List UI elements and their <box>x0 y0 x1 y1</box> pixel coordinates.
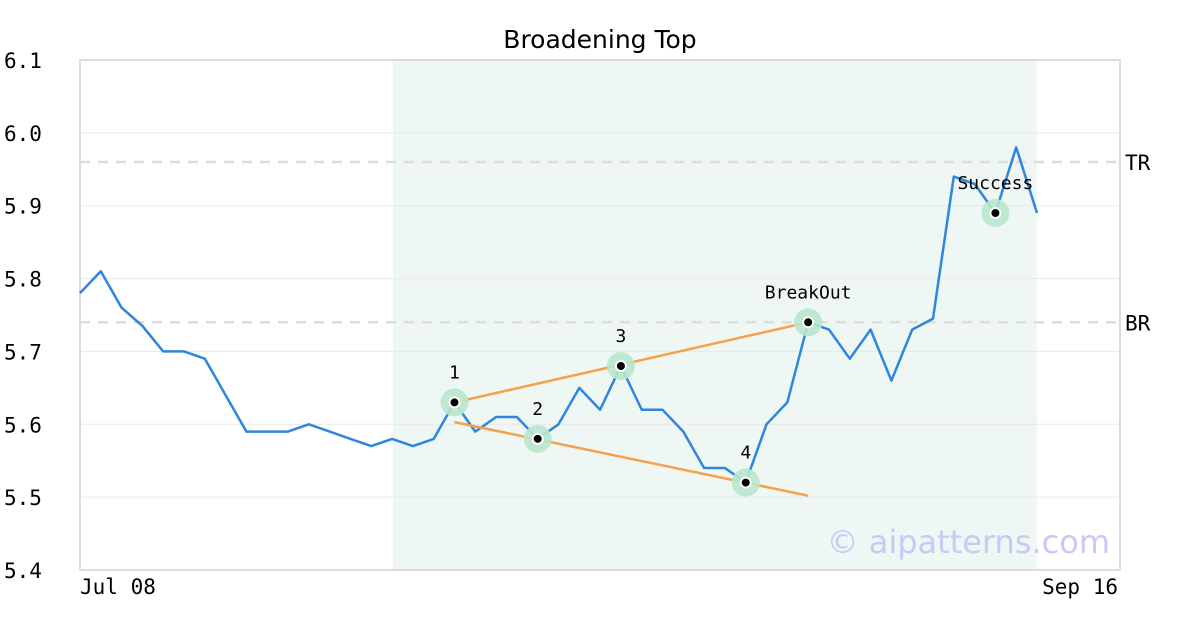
y-tick-label: 6.0 <box>4 122 42 146</box>
y-tick-label: 5.7 <box>4 340 42 364</box>
highlight-region <box>392 60 1037 570</box>
point-label: 1 <box>449 362 460 383</box>
reference-label-br: BR <box>1125 311 1151 335</box>
watermark: © aipatterns.com <box>827 523 1110 561</box>
point-label: 2 <box>532 399 543 420</box>
y-tick-label: 5.4 <box>4 559 42 583</box>
point-marker <box>989 207 1002 219</box>
point-marker <box>614 360 627 372</box>
y-tick-label: 5.8 <box>4 268 42 292</box>
point-label: 3 <box>615 326 626 347</box>
point-marker <box>531 432 544 445</box>
price-series-line <box>79 146 1039 484</box>
y-tick-label: 5.9 <box>4 195 42 219</box>
y-tick-label: 6.1 <box>4 49 42 73</box>
reference-label-tr: TR <box>1125 151 1151 175</box>
point-label: Success <box>957 173 1033 194</box>
point-label: BreakOut <box>765 282 852 303</box>
point-marker <box>739 476 752 489</box>
point-marker <box>802 316 815 329</box>
x-tick-label-first: Jul 08 <box>80 575 156 599</box>
y-tick-label: 5.5 <box>4 486 42 510</box>
plot-frame <box>79 59 1121 571</box>
y-tick-label: 5.6 <box>4 413 42 437</box>
chart-title: Broadening Top <box>503 25 696 54</box>
x-tick-label-last: Sep 16 <box>1042 575 1118 599</box>
point-marker <box>448 396 461 409</box>
point-label: 4 <box>740 443 751 464</box>
